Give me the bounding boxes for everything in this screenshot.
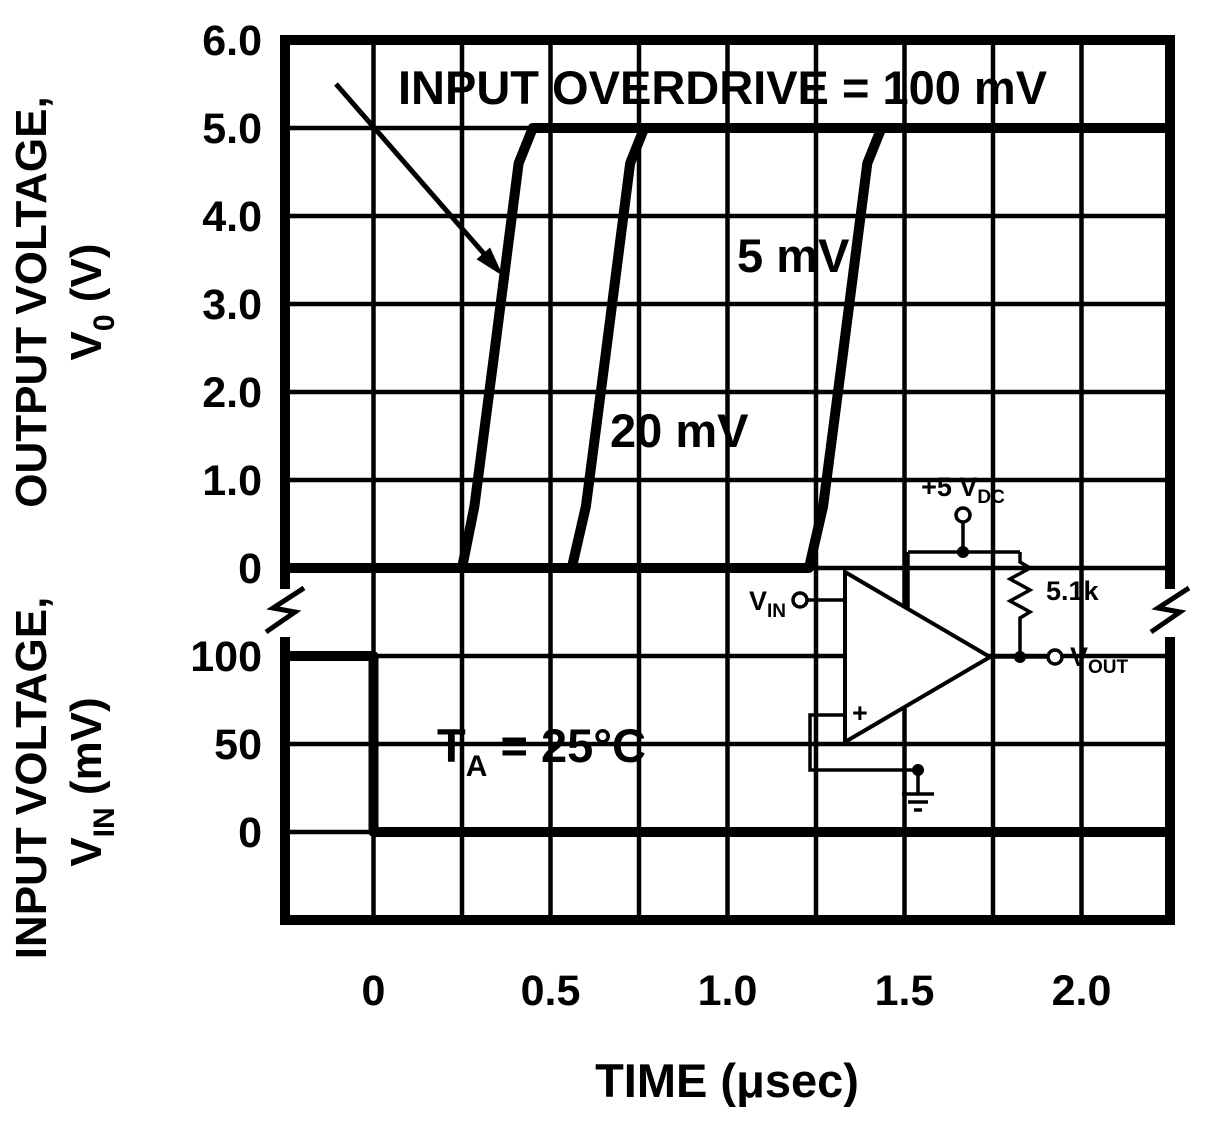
plus-sign: + bbox=[852, 698, 868, 728]
y-axis-title-input-line1: INPUT VOLTAGE, bbox=[7, 597, 56, 960]
annotations: INPUT OVERDRIVE = 100 mV 5 mV 20 mV TA =… bbox=[334, 61, 1048, 783]
gridlines bbox=[282, 37, 1173, 923]
y-tick-label-output: 6.0 bbox=[202, 17, 262, 65]
output-unit: (V) bbox=[62, 244, 111, 315]
vout-subscript: OUT bbox=[1088, 657, 1129, 678]
vin-terminal bbox=[791, 591, 809, 609]
y-tick-label-output: 3.0 bbox=[202, 281, 262, 329]
plot-border bbox=[280, 35, 1175, 925]
supply-text: +5 V bbox=[921, 472, 977, 502]
x-tick-label: 2.0 bbox=[1052, 967, 1112, 1015]
axis-break-left bbox=[263, 585, 307, 637]
junction-dot bbox=[957, 546, 969, 558]
supply-label: +5 VDC bbox=[921, 472, 1005, 508]
curve-input-voltage-step bbox=[285, 651, 1170, 837]
x-tick-label: 1.5 bbox=[875, 967, 935, 1015]
axis-ticks: 0 0.5 1.0 1.5 2.0 6.0 5.0 4.0 3.0 2.0 1.0 0 100 50 0 bbox=[190, 17, 1111, 1015]
vin-subscript: IN bbox=[767, 601, 786, 622]
vout-terminal bbox=[1046, 648, 1064, 666]
inverting-input-wire bbox=[808, 713, 918, 772]
y-tick-label-output: 2.0 bbox=[202, 369, 262, 417]
axis-break-zigzag bbox=[1149, 585, 1191, 635]
y-axis-title-output-line2: V0 (V) bbox=[62, 244, 121, 361]
vout-text: V bbox=[1070, 642, 1088, 672]
junction-dot bbox=[1014, 651, 1026, 663]
annotation-arrow-line bbox=[334, 82, 488, 258]
axis-break-zigzag bbox=[264, 585, 306, 635]
y-tick-label-output: 1.0 bbox=[202, 457, 262, 505]
vin-text: V bbox=[749, 586, 767, 616]
x-tick-label: 1.0 bbox=[698, 967, 758, 1015]
temp-subscript: A bbox=[466, 750, 488, 783]
vin-label: VIN bbox=[749, 586, 786, 622]
input-subscript: IN bbox=[88, 807, 121, 837]
y-axis-title-input-line2: VIN (mV) bbox=[62, 697, 121, 866]
temperature-annotation: TA = 25°C bbox=[437, 719, 646, 783]
curve-output-5-mV-overdrive bbox=[285, 123, 1170, 573]
output-symbol: V bbox=[62, 330, 111, 360]
output-subscript: 0 bbox=[88, 314, 121, 331]
temp-value: = 25°C bbox=[487, 719, 646, 772]
axis-break-right bbox=[1148, 585, 1192, 637]
y-tick-label-input: 50 bbox=[214, 721, 262, 769]
vout-label: VOUT bbox=[1070, 642, 1129, 678]
resistor-symbol bbox=[1006, 552, 1034, 657]
y-axis-title-output-line1: OUTPUT VOLTAGE, bbox=[7, 96, 56, 507]
comparator-triangle bbox=[843, 568, 994, 746]
x-tick-label: 0 bbox=[362, 967, 386, 1015]
input-symbol: V bbox=[62, 837, 111, 867]
y-tick-label-input: 100 bbox=[190, 633, 262, 681]
resistor-label: 5.1k bbox=[1046, 576, 1100, 606]
input-unit: (mV) bbox=[62, 697, 111, 807]
y-tick-label-output: 4.0 bbox=[202, 193, 262, 241]
curve-label-20mv: 20 mV bbox=[610, 404, 749, 457]
x-tick-label: 0.5 bbox=[521, 967, 581, 1015]
axis-titles: TIME (μsec) OUTPUT VOLTAGE, V0 (V) INPUT… bbox=[7, 96, 859, 1107]
supply-subscript: DC bbox=[977, 487, 1005, 508]
annotation-arrowhead bbox=[476, 247, 503, 276]
y-tick-label-input: 0 bbox=[238, 809, 262, 857]
curve-label-5mv: 5 mV bbox=[737, 229, 850, 282]
temp-symbol: T bbox=[437, 719, 466, 772]
comparator-circuit-inset: +5 VDC 5.1k VIN + VOUT bbox=[749, 472, 1129, 812]
supply-terminal bbox=[954, 506, 972, 524]
y-tick-label-output: 5.0 bbox=[202, 105, 262, 153]
x-axis-title: TIME (μsec) bbox=[595, 1054, 859, 1107]
y-tick-label-output: 0 bbox=[238, 545, 262, 593]
overdrive-annotation: INPUT OVERDRIVE = 100 mV bbox=[398, 61, 1048, 114]
curves bbox=[285, 123, 1170, 837]
